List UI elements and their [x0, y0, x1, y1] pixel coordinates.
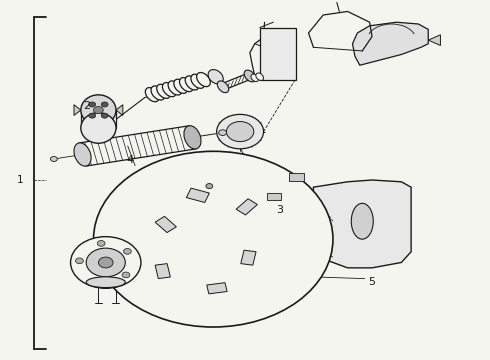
Bar	[186, 188, 209, 202]
Circle shape	[75, 258, 83, 264]
Bar	[207, 283, 227, 294]
Bar	[155, 216, 176, 233]
Circle shape	[206, 184, 213, 189]
Ellipse shape	[244, 70, 256, 82]
Circle shape	[226, 122, 254, 141]
Ellipse shape	[151, 86, 165, 100]
Circle shape	[101, 113, 108, 118]
Circle shape	[98, 257, 113, 268]
Ellipse shape	[256, 73, 264, 80]
Ellipse shape	[81, 113, 116, 143]
Text: 4: 4	[126, 155, 134, 165]
Circle shape	[94, 107, 103, 114]
Circle shape	[71, 237, 141, 288]
Ellipse shape	[146, 87, 159, 102]
Polygon shape	[74, 105, 81, 116]
Circle shape	[86, 248, 125, 277]
Ellipse shape	[179, 77, 193, 92]
Polygon shape	[428, 35, 441, 45]
Ellipse shape	[184, 126, 201, 149]
Ellipse shape	[157, 84, 171, 98]
Circle shape	[50, 157, 57, 162]
Circle shape	[101, 102, 108, 107]
Bar	[241, 250, 256, 265]
Bar	[289, 173, 304, 181]
Ellipse shape	[81, 95, 116, 125]
Ellipse shape	[208, 69, 223, 84]
Circle shape	[122, 272, 130, 278]
Polygon shape	[116, 105, 123, 116]
Ellipse shape	[251, 74, 259, 81]
Bar	[267, 193, 281, 201]
Circle shape	[123, 248, 131, 254]
Bar	[260, 28, 296, 80]
Ellipse shape	[174, 79, 188, 93]
Ellipse shape	[162, 82, 176, 97]
Circle shape	[89, 102, 96, 107]
Circle shape	[94, 151, 333, 327]
Polygon shape	[352, 22, 428, 65]
Ellipse shape	[351, 203, 373, 239]
Ellipse shape	[168, 81, 182, 95]
Ellipse shape	[86, 277, 125, 288]
Circle shape	[89, 113, 96, 118]
Ellipse shape	[196, 72, 210, 87]
Text: 2: 2	[83, 102, 90, 112]
Text: 5: 5	[368, 277, 376, 287]
Bar	[236, 199, 257, 215]
Circle shape	[93, 278, 100, 284]
Text: 1: 1	[17, 175, 24, 185]
Circle shape	[217, 114, 264, 149]
Text: 3: 3	[276, 206, 283, 216]
Ellipse shape	[185, 76, 199, 90]
Circle shape	[97, 240, 105, 246]
Bar	[155, 264, 171, 279]
Polygon shape	[314, 180, 411, 268]
Circle shape	[219, 130, 226, 135]
Ellipse shape	[217, 81, 229, 93]
Ellipse shape	[191, 74, 205, 88]
Ellipse shape	[74, 143, 91, 166]
